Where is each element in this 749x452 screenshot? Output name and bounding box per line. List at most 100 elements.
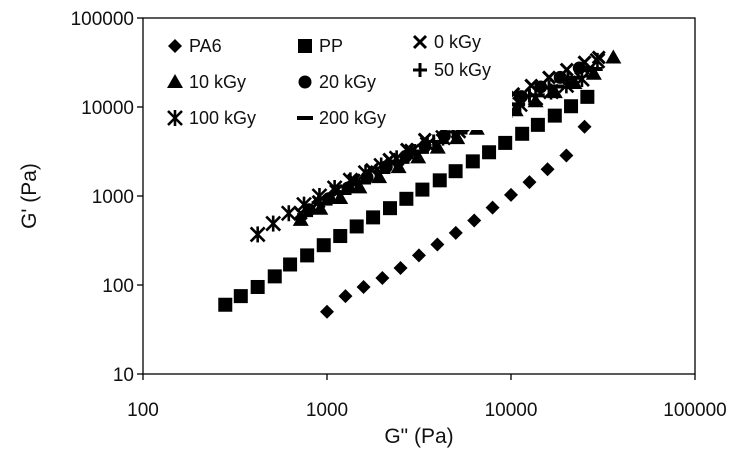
data-point [432,173,447,188]
data-point [448,164,463,179]
data-point [375,270,390,285]
data-point [357,164,374,181]
y-axis-title: G' (Pa) [18,163,41,229]
data-point [541,70,557,85]
legend-label: 0 kGy [434,32,481,52]
data-point [390,159,407,174]
data-point [534,80,548,94]
data-point [399,191,414,206]
y-tick-label: 10 [113,365,134,386]
data-point [515,126,530,141]
data-point [280,205,297,222]
y-tick-label: 100000 [71,9,134,30]
data-point [540,162,555,177]
legend-marker [168,39,182,53]
data-point [430,237,445,252]
data-point [591,50,606,65]
legend-entry: 200 kGy [297,108,386,128]
y-tick-label: 10000 [81,98,134,119]
data-point [320,304,334,319]
data-point [356,279,371,294]
data-point [577,119,592,134]
data-point [312,200,329,215]
legend-box [152,26,512,130]
data-point [411,248,426,263]
data-point [419,136,436,153]
legend-label: 20 kGy [319,72,376,92]
data-point [316,238,331,253]
data-point [371,169,388,184]
data-point [311,188,328,204]
axis-ticks: 100 1000 10000 100000 10 100 1000 10000 100000 [71,9,727,421]
data-point [300,248,315,263]
legend-label: 10 kGy [189,72,246,92]
data-point [283,257,298,272]
legend-entry: 100 kGy [167,108,256,128]
legend-entry: PA6 [168,36,222,56]
data-point [404,143,421,160]
data-point [351,179,368,194]
data-point [292,211,309,226]
data-point [383,201,398,216]
data-point [467,213,482,228]
legend-entry: 20 kGy [298,72,376,92]
data-point [498,135,513,150]
legend-marker [412,34,428,50]
legend-marker [298,75,312,89]
x-tick-label: 100 [127,400,159,421]
data-point [393,261,408,276]
x-axis-title: G" (Pa) [384,425,453,448]
data-point [296,196,312,213]
legend: PA6 PP 0 kGy 50 kGy 10 kGy 20 kGy 100 kGy 200 k… [152,26,512,130]
legend-marker [298,39,312,53]
data-point [558,77,575,94]
series-pp [218,89,595,312]
data-point [566,75,583,90]
data-point [589,52,606,69]
data-point [547,108,562,123]
legend-label: PA6 [189,36,222,56]
x-tick-label: 10000 [485,400,538,421]
data-point [265,215,282,232]
legend-marker [167,74,183,88]
data-point [585,65,602,80]
data-point [485,200,500,215]
data-point [233,289,248,304]
data-point [564,99,579,114]
data-point [465,154,480,169]
x-tick-label: 100000 [663,400,726,421]
legend-label: 100 kGy [189,108,256,128]
data-point [366,210,381,225]
data-point [250,279,265,294]
y-tick-label: 1000 [92,187,134,208]
legend-entry: 10 kGy [167,72,246,92]
legend-entry: 0 kGy [412,32,481,52]
legend-label: 200 kGy [319,108,386,128]
x-tick-label: 1000 [306,400,348,421]
data-point [249,226,266,243]
data-point [448,225,463,240]
data-point [342,172,359,189]
data-point [332,189,349,204]
legend-label: PP [319,36,343,56]
data-point [267,269,282,284]
data-point [522,175,537,190]
data-point [482,145,497,160]
legend-entry: PP [298,36,343,56]
legend-entry: 50 kGy [413,60,491,80]
data-point [333,229,348,244]
series-pa6 [320,119,592,319]
legend-label: 50 kGy [434,60,491,80]
data-point [504,187,518,202]
data-point [218,297,233,312]
data-point [338,289,353,304]
legend-marker [167,110,183,126]
data-point [530,117,545,132]
y-tick-label: 100 [102,276,134,297]
data-point [349,219,364,234]
data-point [415,182,430,197]
data-point [559,148,574,163]
legend-marker [413,63,427,77]
data-point [580,89,595,104]
